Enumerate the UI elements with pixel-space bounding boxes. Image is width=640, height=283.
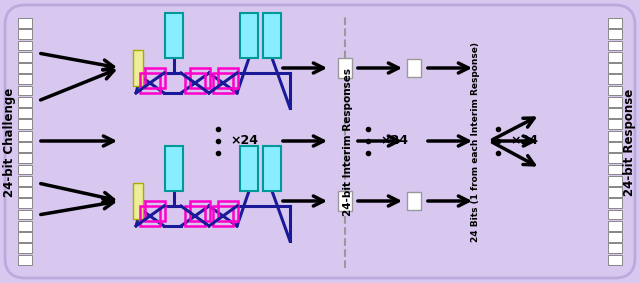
Bar	[608, 52, 622, 62]
Bar	[338, 58, 352, 78]
Bar	[608, 142, 622, 152]
Bar	[140, 206, 160, 226]
Bar	[608, 210, 622, 219]
Text: ×24: ×24	[230, 134, 258, 147]
Bar	[213, 206, 233, 226]
Text: 24-bit Challenge: 24-bit Challenge	[3, 87, 17, 197]
Bar	[407, 59, 421, 77]
Bar	[608, 153, 622, 163]
Bar	[145, 68, 165, 88]
Bar	[18, 74, 32, 84]
Bar	[608, 74, 622, 84]
Bar	[263, 13, 281, 58]
Bar	[18, 232, 32, 242]
Text: 24-bit Response: 24-bit Response	[623, 88, 637, 196]
Bar	[240, 13, 258, 58]
Text: ×24: ×24	[380, 134, 408, 147]
Bar	[608, 255, 622, 265]
Bar	[18, 142, 32, 152]
Text: 24-bit Interim Responses: 24-bit Interim Responses	[343, 68, 353, 216]
Bar	[18, 198, 32, 208]
Bar	[608, 63, 622, 73]
Bar	[338, 191, 352, 211]
FancyBboxPatch shape	[5, 5, 635, 278]
Bar	[18, 97, 32, 107]
Bar	[145, 201, 165, 221]
Bar	[218, 201, 238, 221]
Bar	[608, 131, 622, 140]
Bar	[18, 40, 32, 50]
Text: 24 Bits (1 from each Interim Response): 24 Bits (1 from each Interim Response)	[470, 42, 479, 242]
Bar	[133, 183, 143, 219]
Bar	[608, 176, 622, 186]
Bar	[608, 164, 622, 174]
Bar	[133, 50, 143, 86]
Bar	[18, 52, 32, 62]
Bar	[165, 13, 183, 58]
Bar	[140, 73, 160, 93]
Bar	[190, 68, 210, 88]
Bar	[18, 164, 32, 174]
Bar	[213, 73, 233, 93]
Bar	[18, 243, 32, 253]
Bar	[18, 86, 32, 95]
Bar	[18, 210, 32, 219]
Bar	[407, 192, 421, 210]
Bar	[608, 119, 622, 129]
Bar	[608, 221, 622, 231]
Bar	[18, 131, 32, 140]
Bar	[190, 201, 210, 221]
Text: ×24: ×24	[510, 134, 538, 147]
Bar	[18, 153, 32, 163]
Bar	[185, 73, 205, 93]
Bar	[608, 232, 622, 242]
Bar	[263, 146, 281, 191]
Bar	[608, 40, 622, 50]
Bar	[608, 198, 622, 208]
Bar	[18, 176, 32, 186]
Bar	[185, 206, 205, 226]
Bar	[608, 97, 622, 107]
Bar	[18, 18, 32, 28]
Bar	[18, 119, 32, 129]
Bar	[18, 221, 32, 231]
Bar	[18, 63, 32, 73]
Bar	[18, 29, 32, 39]
Bar	[18, 187, 32, 197]
Bar	[18, 255, 32, 265]
Bar	[218, 68, 238, 88]
Bar	[18, 108, 32, 118]
Bar	[608, 108, 622, 118]
Bar	[240, 146, 258, 191]
Bar	[608, 243, 622, 253]
Bar	[608, 86, 622, 95]
Bar	[165, 146, 183, 191]
Bar	[608, 29, 622, 39]
Bar	[608, 18, 622, 28]
Bar	[608, 187, 622, 197]
